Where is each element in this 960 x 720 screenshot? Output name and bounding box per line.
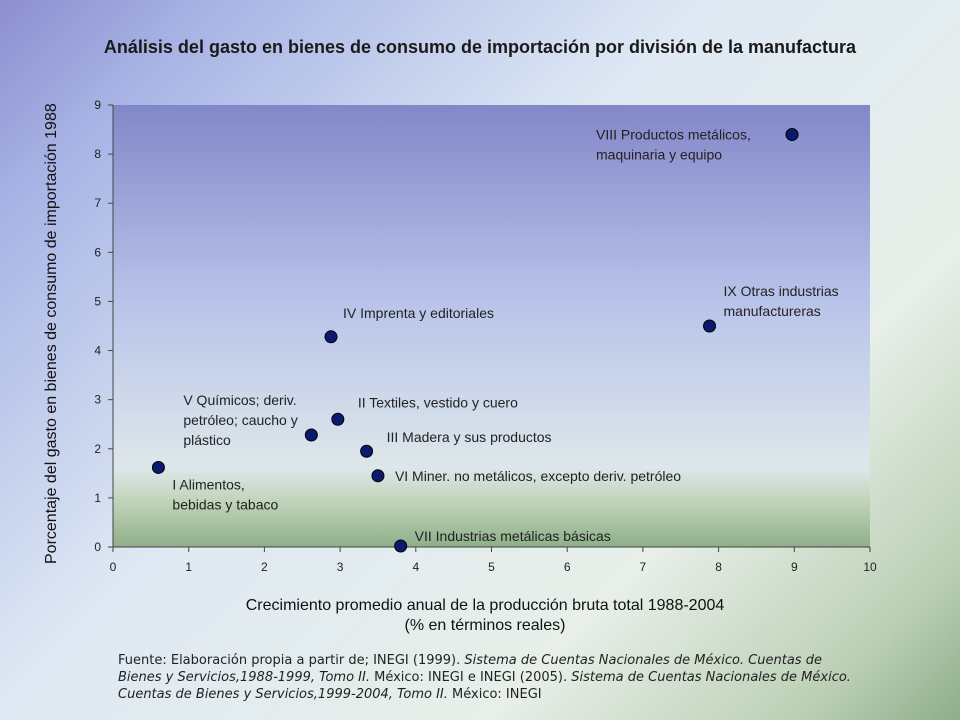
data-point-label-line: II Textiles, vestido y cuero (358, 394, 518, 410)
x-tick-label: 7 (640, 560, 647, 574)
source-title-2: Sistema de Cuentas Nacionales de México.… (118, 670, 851, 702)
x-tick-label: 9 (791, 560, 798, 574)
y-tick-label: 8 (94, 147, 101, 161)
source-intro: Fuente: Elaboración propia a partir de; … (118, 653, 465, 668)
data-point-label: IX Otras industrias manufactureras (724, 283, 839, 319)
data-point-label-line: III Madera y sus productos (387, 429, 552, 445)
data-point-label-line: IX Otras industrias (724, 283, 839, 299)
x-axis-label-line1: Crecimiento promedio anual de la producc… (245, 597, 725, 614)
data-point-label-line: maquinaria y equipo (596, 146, 722, 162)
source-outro: México: INEGI (447, 687, 542, 702)
data-point-label-line: IV Imprenta y editoriales (343, 305, 494, 321)
x-axis-label: Crecimiento promedio anual de la producc… (190, 596, 780, 636)
data-point-label-line: petróleo; caucho y (183, 412, 297, 428)
y-tick-label: 6 (94, 245, 101, 259)
x-axis-label-line2: (% en términos reales) (404, 617, 566, 634)
data-point-label: VII Industrias metálicas básicas (415, 528, 611, 544)
data-point-label-line: VI Miner. no metálicos, excepto deriv. p… (395, 468, 681, 484)
y-tick-label: 4 (94, 344, 101, 358)
data-point-label: VI Miner. no metálicos, excepto deriv. p… (395, 468, 681, 484)
y-tick-label: 1 (94, 491, 101, 505)
y-axis-label: Porcentaje del gasto en bienes de consum… (43, 103, 60, 564)
y-tick-label: 7 (94, 196, 101, 210)
data-point-label-line: manufactureras (724, 303, 821, 319)
x-tick-label: 8 (715, 560, 722, 574)
x-tick-label: 1 (185, 560, 192, 574)
data-point-label: VIII Productos metálicos, maquinaria y eq… (596, 126, 751, 162)
data-point-label: III Madera y sus productos (387, 429, 552, 445)
data-point (703, 319, 717, 333)
data-point-label-line: VIII Productos metálicos, (596, 126, 751, 142)
data-point (331, 412, 345, 426)
data-point (371, 469, 385, 483)
chart-title: Análisis del gasto en bienes de consumo … (103, 37, 857, 57)
data-point-label-line: V Químicos; deriv. (183, 392, 296, 408)
data-point (785, 127, 799, 141)
x-tick-label: 10 (863, 560, 877, 574)
data-point (324, 330, 338, 344)
data-point-label-line: VII Industrias metálicas básicas (415, 528, 611, 544)
data-point-label-line: plástico (183, 432, 231, 448)
data-point (151, 460, 165, 474)
y-tick-label: 5 (94, 294, 101, 308)
data-point (394, 539, 408, 553)
data-point-label: II Textiles, vestido y cuero (358, 394, 518, 410)
y-tick-label: 9 (94, 98, 101, 112)
source-note: Fuente: Elaboración propia a partir de; … (118, 652, 858, 720)
data-point-label-line: I Alimentos, (172, 476, 244, 492)
source-title-1: Sistema de Cuentas Nacionales de México.… (118, 653, 822, 685)
data-point-label: I Alimentos, bebidas y tabaco (172, 476, 278, 512)
source-mid: México: INEGI e INEGI (2005). (369, 670, 572, 685)
data-point-label: V Químicos; deriv. petróleo; caucho y plás… (183, 392, 297, 448)
x-tick-label: 4 (412, 560, 419, 574)
y-tick-label: 3 (94, 393, 101, 407)
x-tick-label: 6 (564, 560, 571, 574)
y-tick-label: 2 (94, 442, 101, 456)
data-point (304, 428, 318, 442)
plot-area (113, 105, 870, 547)
data-point-label: IV Imprenta y editoriales (343, 305, 494, 321)
x-tick-label: 5 (488, 560, 495, 574)
data-point-label-line: bebidas y tabaco (172, 496, 278, 512)
x-tick-label: 3 (337, 560, 344, 574)
data-point (360, 444, 374, 458)
x-tick-label: 0 (110, 560, 117, 574)
x-tick-label: 2 (261, 560, 268, 574)
y-tick-label: 0 (94, 540, 101, 554)
